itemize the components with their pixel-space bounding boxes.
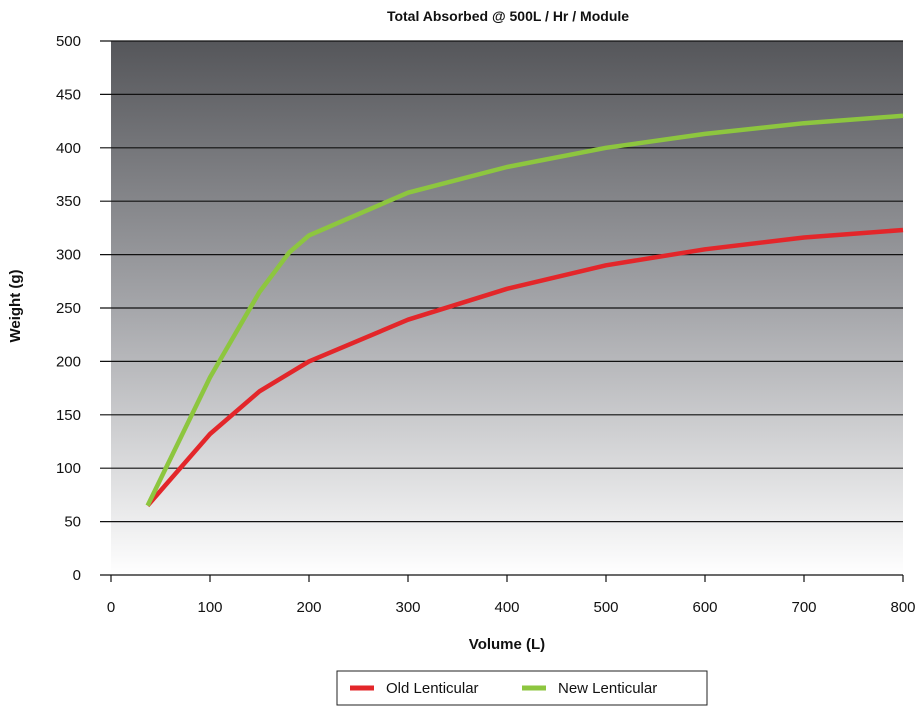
x-tick-label: 0	[107, 599, 115, 616]
y-tick-label: 150	[56, 407, 81, 424]
x-tick-label: 400	[494, 599, 519, 616]
x-tick-label: 600	[692, 599, 717, 616]
y-tick-label: 200	[56, 353, 81, 370]
y-tick-label: 300	[56, 247, 81, 264]
y-tick-label: 50	[64, 514, 81, 531]
x-tick-label: 500	[593, 599, 618, 616]
series-line-1	[145, 227, 904, 508]
x-tick-label: 200	[296, 599, 321, 616]
legend-label-2: New Lenticular	[558, 680, 657, 697]
axes: 0 50 100 150 200 250 300 350 400 450 500 0 100 200 300…	[56, 33, 916, 616]
y-tick-label: 500	[56, 33, 81, 50]
legend: Old Lenticular New Lenticular	[336, 670, 708, 706]
series-lines	[145, 113, 904, 508]
y-axis-label: Weight (g)	[7, 269, 24, 342]
y-tick-label: 100	[56, 460, 81, 477]
x-axis-label: Volume (L)	[469, 636, 545, 653]
y-tick-label: 450	[56, 86, 81, 103]
y-tick-label: 0	[73, 567, 81, 584]
y-tick-label: 350	[56, 193, 81, 210]
legend-label-1: Old Lenticular	[386, 680, 479, 697]
x-tick-label: 800	[890, 599, 915, 616]
series-line-2	[145, 113, 904, 507]
x-tick-label: 300	[395, 599, 420, 616]
chart-title: Total Absorbed @ 500L / Hr / Module	[387, 8, 629, 24]
y-tick-label: 250	[56, 300, 81, 317]
x-tick-label: 700	[791, 599, 816, 616]
y-tick-label: 400	[56, 140, 81, 157]
x-tick-label: 100	[197, 599, 222, 616]
